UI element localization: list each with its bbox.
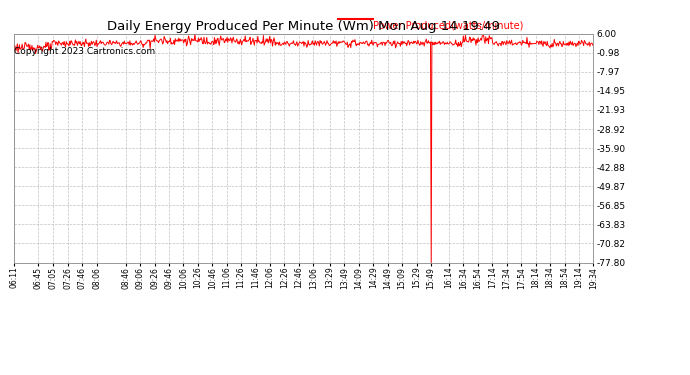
Text: Copyright 2023 Cartronics.com: Copyright 2023 Cartronics.com xyxy=(14,47,155,56)
Title: Daily Energy Produced Per Minute (Wm) Mon Aug 14 19:49: Daily Energy Produced Per Minute (Wm) Mo… xyxy=(107,20,500,33)
Text: Power Produced(watts/minute): Power Produced(watts/minute) xyxy=(373,20,524,30)
